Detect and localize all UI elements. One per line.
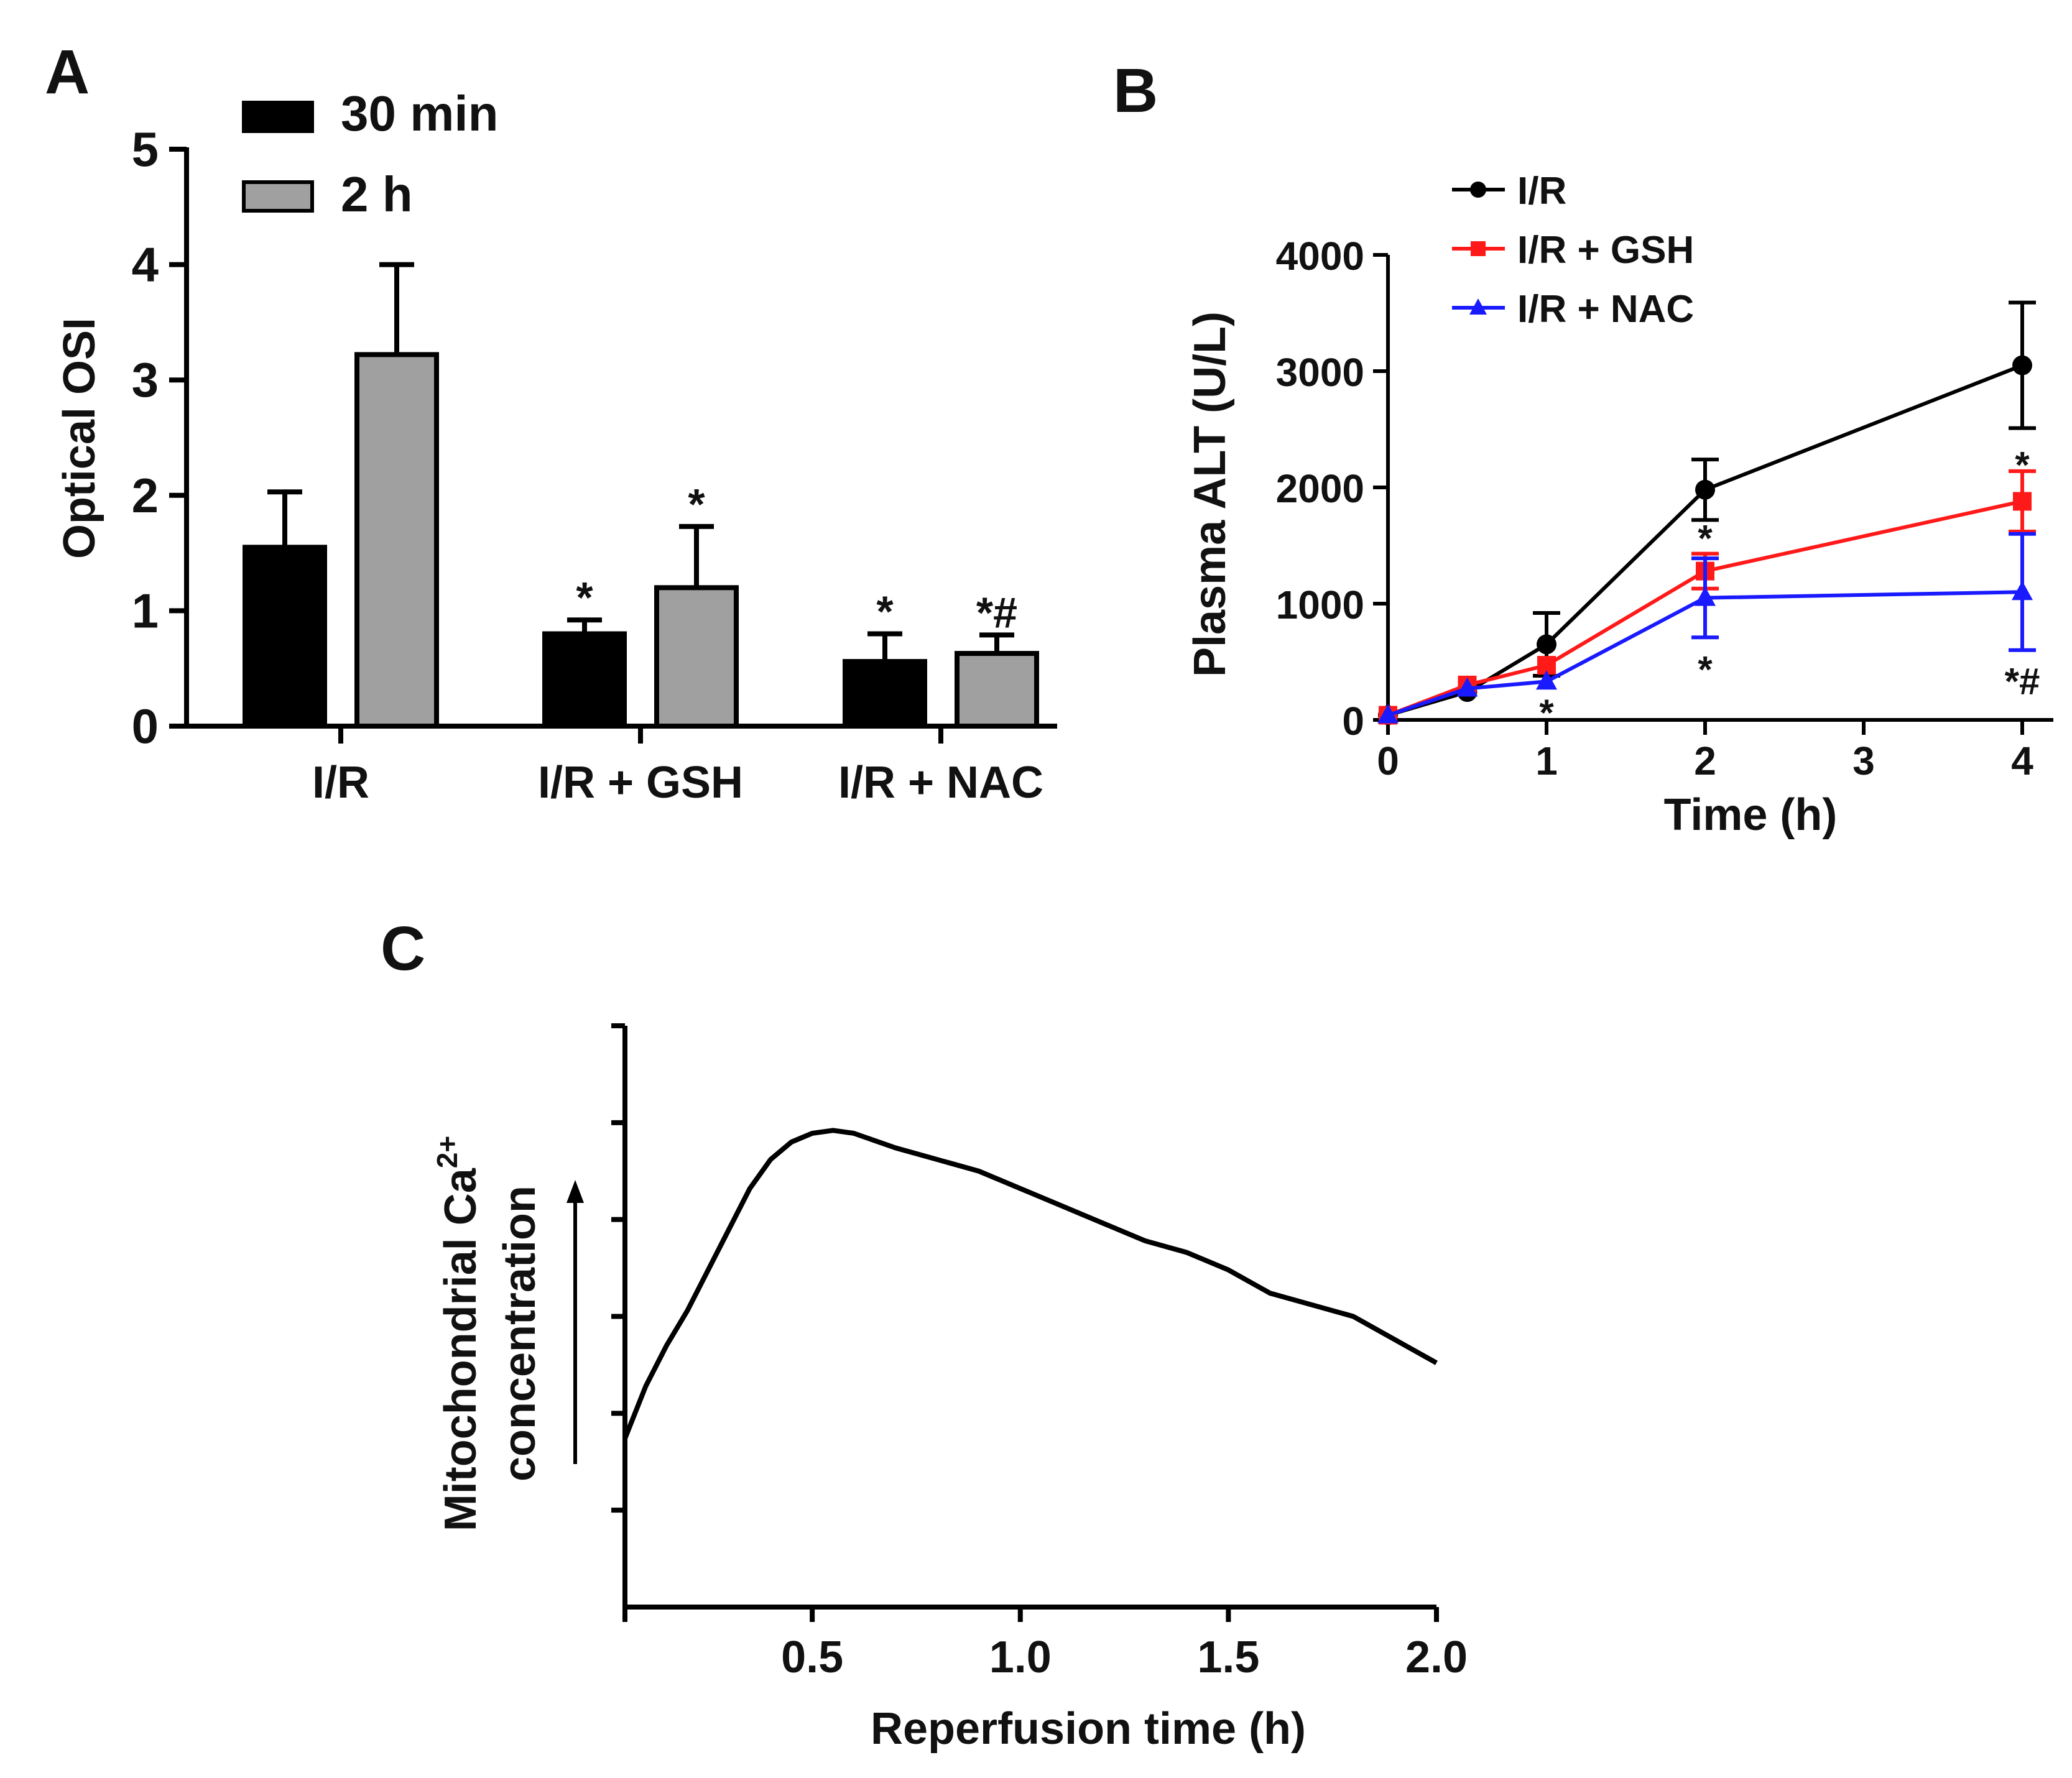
panel-b-xtick-label-3: 3 — [1852, 739, 1875, 783]
panel-b-xtick-label-1: 1 — [1535, 739, 1558, 783]
panel-b-ylabel: Plasma ALT (U/L) — [1185, 311, 1235, 677]
panel-c-line-0 — [622, 1128, 1438, 1440]
panel-b-point-i-r-gsh-4 — [2013, 492, 2032, 511]
panel-b-significance-2: * — [1698, 649, 1713, 691]
panel-a-bars: * * * *# — [243, 262, 1039, 729]
legend-marker-ir-gsh — [1471, 241, 1486, 256]
panel-c-xtick-label-3: 2.0 — [1405, 1633, 1468, 1682]
panel-c-ylabel-line2: concentration — [495, 1186, 545, 1481]
panel-a-ylabel: Optical OSI — [55, 318, 104, 559]
panel-b-ytick-label-2000: 2000 — [1276, 466, 1364, 511]
panel-c-ylabel-line1: Mitochondrial Ca — [436, 1168, 486, 1531]
panel-label-b: B — [1113, 56, 1158, 126]
legend-label-30min: 30 min — [341, 86, 498, 141]
panel-c-xtick-label-0: 0.5 — [781, 1633, 843, 1682]
panel-b-point-i-r-4 — [2012, 355, 2032, 375]
legend-label-ir: I/R — [1517, 170, 1566, 213]
panel-c-xlabel: Reperfusion time (h) — [871, 1704, 1306, 1754]
panel-b-xtick-label-2: 2 — [1694, 739, 1716, 783]
panel-b-point-i-r-nac-1 — [1456, 677, 1478, 697]
panel-label-c: C — [381, 914, 425, 983]
panel-c-tick-labels: 0.5 1.0 1.5 2.0 — [781, 1633, 1468, 1682]
panel-b-point-i-r-nac-2 — [1536, 670, 1557, 690]
panel-b-tick-labels: 0 1000 2000 3000 4000 0 1 2 3 4 — [1276, 234, 2034, 783]
legend-label-2h: 2 h — [341, 167, 413, 222]
panel-a-bar-30-min-i-r-nac — [843, 659, 927, 729]
panel-a-xtick-label-i-r-nac: I/R + NAC — [838, 758, 1043, 808]
panel-b-ytick-label-1000: 1000 — [1276, 583, 1364, 627]
panel-b-significance-0: * — [1539, 692, 1554, 734]
panel-b-legend: I/R I/R + GSH I/R + NAC — [1452, 170, 1694, 331]
panel-a-legend: 30 min 2 h — [242, 86, 498, 222]
panel-c-line-chart: 0.5 1.0 1.5 2.0 Reperfusion time (h) Mitoch… — [431, 1023, 1468, 1754]
panel-b-significance-3: * — [2015, 444, 2030, 486]
panel-b-point-i-r-2 — [1537, 634, 1556, 655]
panel-a-significance-2-h-i-r-nac: *# — [976, 588, 1017, 637]
panel-b-xlabel: Time (h) — [1664, 790, 1838, 840]
panel-a-significance-2-h-i-r-gsh: * — [688, 480, 705, 528]
legend-swatch-2h — [242, 180, 314, 213]
panel-c-axes — [611, 1023, 1439, 1622]
panel-b-point-i-r-3 — [1695, 479, 1715, 500]
panel-a-bar-30-min-i-r — [243, 545, 327, 729]
panel-a-ytick-label-2: 2 — [132, 468, 159, 523]
panel-c-ylabel: Mitochondrial Ca2+ concentration — [431, 1136, 545, 1531]
legend-marker-ir — [1470, 182, 1486, 198]
panel-b-significance-1: * — [1698, 517, 1713, 559]
panel-c-series — [622, 1128, 1438, 1440]
panel-b-ytick-label-4000: 4000 — [1276, 234, 1364, 279]
panel-b-ytick-label-0: 0 — [1342, 699, 1364, 744]
panel-a-significance-30-min-i-r-nac: * — [876, 587, 894, 636]
panel-b-ytick-label-3000: 3000 — [1276, 350, 1364, 395]
panel-c-xtick-label-1: 1.0 — [989, 1633, 1052, 1682]
panel-a-bar-30-min-i-r-gsh — [542, 631, 627, 729]
legend-label-ir-nac: I/R + NAC — [1517, 288, 1694, 331]
panel-a-ytick-label-3: 3 — [132, 352, 159, 407]
panel-a-bar-chart: * * * *# 0 1 2 3 4 5 I/R I/R + GSH I/R + NAC 30 min… — [55, 86, 1057, 808]
svg-text:Mitochondrial Ca2+: Mitochondrial Ca2+ — [431, 1136, 486, 1531]
panel-b-line-chart: * * * * *# 0 1000 2000 3000 4000 0 1 2 3 4 I/R I/R + … — [1185, 170, 2053, 840]
panel-a-ytick-label-1: 1 — [132, 583, 159, 638]
panel-b-significance-4: *# — [2005, 660, 2040, 702]
panel-c-xtick-label-2: 1.5 — [1197, 1633, 1259, 1682]
panel-a-bar-2-h-i-r — [354, 352, 439, 729]
panel-b-series: * * * * *# — [1377, 300, 2040, 734]
legend-label-ir-gsh: I/R + GSH — [1517, 229, 1694, 272]
panel-a-xtick-label-i-r: I/R — [312, 758, 369, 808]
panel-b-point-i-r-nac-3 — [1695, 586, 1716, 606]
panel-a-bar-2-h-i-r-gsh — [654, 585, 739, 729]
legend-swatch-30min — [242, 101, 314, 133]
panel-a-ytick-label-5: 5 — [132, 122, 159, 177]
panel-a-tick-labels: 0 1 2 3 4 5 I/R I/R + GSH I/R + NAC — [132, 122, 1043, 808]
panel-b-xtick-label-0: 0 — [1377, 739, 1399, 783]
panel-a-xtick-label-i-r-gsh: I/R + GSH — [538, 758, 743, 808]
panel-b-point-i-r-nac-0 — [1377, 704, 1399, 724]
panel-c-ylabel-sup: 2+ — [431, 1136, 463, 1168]
panel-b-point-i-r-nac-4 — [2012, 581, 2033, 601]
panel-b-xtick-label-4: 4 — [2011, 739, 2033, 783]
panel-a-ytick-label-4: 4 — [132, 237, 159, 292]
panel-a-significance-30-min-i-r-gsh: * — [576, 573, 593, 622]
panel-label-a: A — [45, 37, 90, 107]
increase-arrow-head-icon — [567, 1180, 584, 1203]
panel-a-ytick-label-0: 0 — [132, 699, 159, 753]
legend-marker-ir-nac — [1469, 298, 1487, 315]
panel-b-axes — [1373, 253, 2053, 735]
panel-a-bar-2-h-i-r-nac — [955, 651, 1039, 729]
